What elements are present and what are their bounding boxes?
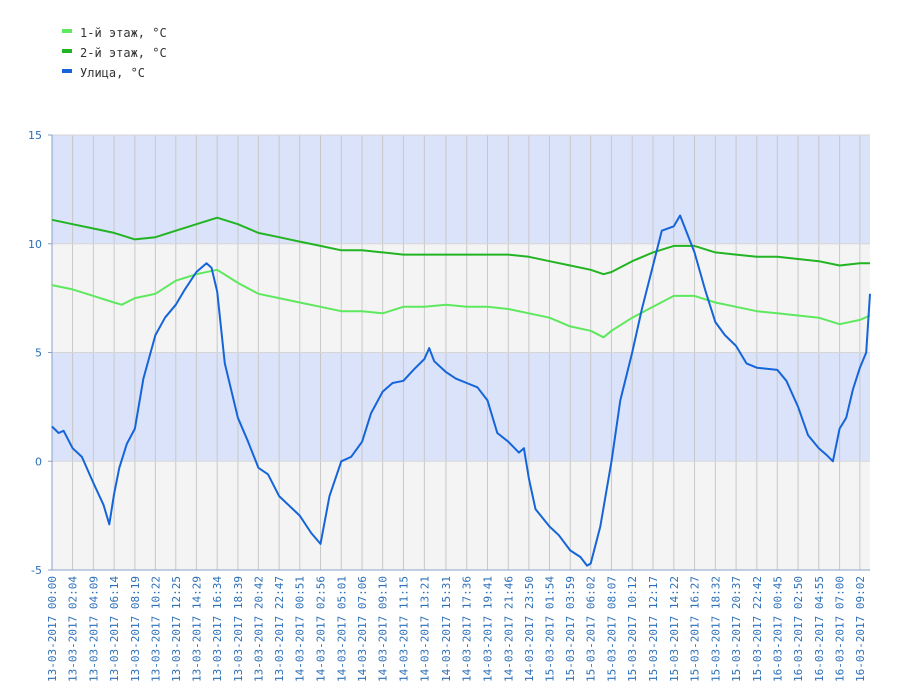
y-tick-label: 5 xyxy=(35,347,42,360)
background-band xyxy=(52,135,870,244)
x-tick-label: 13-03-2017 16:34 xyxy=(211,576,224,682)
x-tick-label: 16-03-2017 09:02 xyxy=(854,576,867,682)
x-tick-label: 13-03-2017 12:25 xyxy=(170,576,183,682)
series-line-1 xyxy=(51,268,871,339)
axes xyxy=(51,134,870,571)
y-tick-labels: -5 0 5 10 15 xyxy=(28,129,52,577)
x-tick-label: 13-03-2017 18:39 xyxy=(232,576,245,682)
series-lines xyxy=(51,214,871,567)
x-tick-label: 13-03-2017 08:19 xyxy=(129,576,142,682)
x-tick-label: 15-03-2017 18:32 xyxy=(709,576,722,682)
x-tick-label: 15-03-2017 16:27 xyxy=(689,576,702,682)
y-tick-label: 10 xyxy=(28,238,42,251)
x-tick-label: 14-03-2017 13:21 xyxy=(418,576,431,682)
x-tick-label: 15-03-2017 14:22 xyxy=(668,576,681,682)
plot-background xyxy=(52,135,870,570)
legend-label: Улица, °C xyxy=(80,66,145,80)
x-tick-label: 15-03-2017 06:02 xyxy=(585,576,598,682)
x-tick-label: 14-03-2017 07:06 xyxy=(356,576,369,682)
x-tick-label: 13-03-2017 04:09 xyxy=(87,576,100,682)
x-tick-label: 15-03-2017 22:42 xyxy=(751,576,764,682)
x-tick-label: 13-03-2017 20:42 xyxy=(252,576,265,682)
x-tick-label: 14-03-2017 19:41 xyxy=(482,576,495,682)
x-tick-label: 13-03-2017 00:00 xyxy=(46,576,59,682)
y-tick-label: 0 xyxy=(35,455,42,468)
x-tick-label: 14-03-2017 02:56 xyxy=(315,576,328,682)
series-line-2 xyxy=(51,216,870,276)
series-line-3 xyxy=(51,214,871,567)
x-tick-label: 15-03-2017 12:17 xyxy=(647,576,660,682)
x-tick-label: 16-03-2017 00:45 xyxy=(771,576,784,682)
legend-swatch xyxy=(62,69,72,73)
x-tick-label: 15-03-2017 10:12 xyxy=(626,576,639,682)
y-tick-label: 15 xyxy=(28,129,42,142)
x-tick-label: 13-03-2017 22:47 xyxy=(273,576,286,682)
x-tick-label: 13-03-2017 02:04 xyxy=(67,576,80,682)
x-tick-label: 13-03-2017 10:22 xyxy=(149,576,162,682)
x-tick-label: 14-03-2017 15:31 xyxy=(440,576,453,682)
legend: 1-й этаж, °C 2-й этаж, °C Улица, °C xyxy=(62,26,167,80)
legend-label: 1-й этаж, °C xyxy=(80,26,167,40)
x-tick-label: 13-03-2017 14:29 xyxy=(190,576,203,682)
y-tick-label: -5 xyxy=(31,564,42,577)
x-tick-label: 15-03-2017 03:59 xyxy=(564,576,577,682)
x-tick-label: 14-03-2017 17:36 xyxy=(461,576,474,682)
background-band xyxy=(52,461,870,570)
x-tick-label: 16-03-2017 04:55 xyxy=(813,576,826,682)
x-tick-label: 14-03-2017 23:50 xyxy=(523,576,536,682)
background-band xyxy=(52,352,870,462)
x-tick-label: 13-03-2017 06:14 xyxy=(108,576,121,682)
x-tick-label: 15-03-2017 08:07 xyxy=(605,576,618,682)
x-tick-label: 15-03-2017 20:37 xyxy=(730,576,743,682)
legend-swatch xyxy=(62,29,72,33)
x-tick-label: 14-03-2017 05:01 xyxy=(335,576,348,682)
x-tick-label: 14-03-2017 11:15 xyxy=(397,576,410,682)
x-tick-label: 16-03-2017 02:50 xyxy=(792,576,805,682)
x-tick-labels: 13-03-2017 00:00 13-03-2017 02:04 13-03-20… xyxy=(46,576,867,682)
x-tick-label: 15-03-2017 01:54 xyxy=(543,576,556,682)
legend-swatch xyxy=(62,49,72,53)
x-tick-label: 14-03-2017 21:46 xyxy=(502,576,515,682)
legend-label: 2-й этаж, °C xyxy=(80,46,167,60)
x-tick-label: 14-03-2017 09:10 xyxy=(377,576,390,682)
background-band xyxy=(52,243,870,353)
x-tick-label: 14-03-2017 00:51 xyxy=(294,576,307,682)
x-tick-label: 16-03-2017 07:00 xyxy=(834,576,847,682)
